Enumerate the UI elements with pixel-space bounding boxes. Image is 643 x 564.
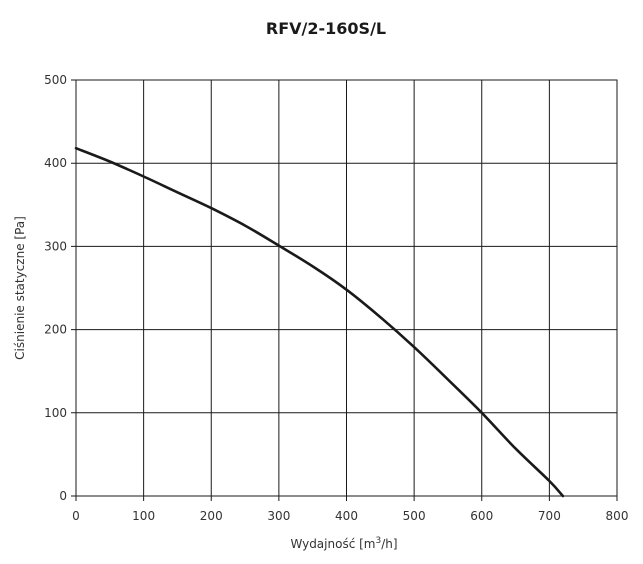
y-axis-label: Ciśnienie statyczne [Pa] bbox=[13, 216, 27, 360]
x-tick-label: 100 bbox=[132, 509, 155, 523]
y-tick-label: 500 bbox=[44, 73, 67, 87]
x-tick-label: 300 bbox=[267, 509, 290, 523]
x-tick-label: 0 bbox=[72, 509, 80, 523]
y-tick-label: 300 bbox=[44, 239, 67, 253]
x-axis-label-superscript: 3 bbox=[375, 536, 381, 546]
y-tick-label: 100 bbox=[44, 406, 67, 420]
x-tick-label: 600 bbox=[470, 509, 493, 523]
plot-frame bbox=[75, 79, 618, 497]
x-axis-label-main: Wydajność [m bbox=[290, 537, 375, 551]
pressure-curve bbox=[74, 146, 565, 498]
tick-labels: 0 100 200 300 400 500 600 700 800 0 100 200 300 400 50… bbox=[44, 73, 628, 523]
grid-layer bbox=[71, 79, 618, 501]
x-tick-label: 800 bbox=[606, 509, 629, 523]
x-tick-label: 400 bbox=[335, 509, 358, 523]
y-tick-label: 0 bbox=[59, 489, 67, 503]
y-tick-label: 200 bbox=[44, 323, 67, 337]
x-axis-label-unit: /h] bbox=[381, 537, 397, 551]
x-tick-label: 200 bbox=[200, 509, 223, 523]
x-tick-label: 500 bbox=[403, 509, 426, 523]
x-axis-label: Wydajność [m3/h] bbox=[290, 536, 397, 551]
chart-title: RFV/2-160S/L bbox=[266, 19, 386, 38]
x-tick-label: 700 bbox=[538, 509, 561, 523]
y-tick-label: 400 bbox=[44, 156, 67, 170]
